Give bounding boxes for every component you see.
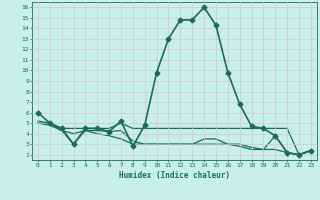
X-axis label: Humidex (Indice chaleur): Humidex (Indice chaleur) bbox=[119, 171, 230, 180]
